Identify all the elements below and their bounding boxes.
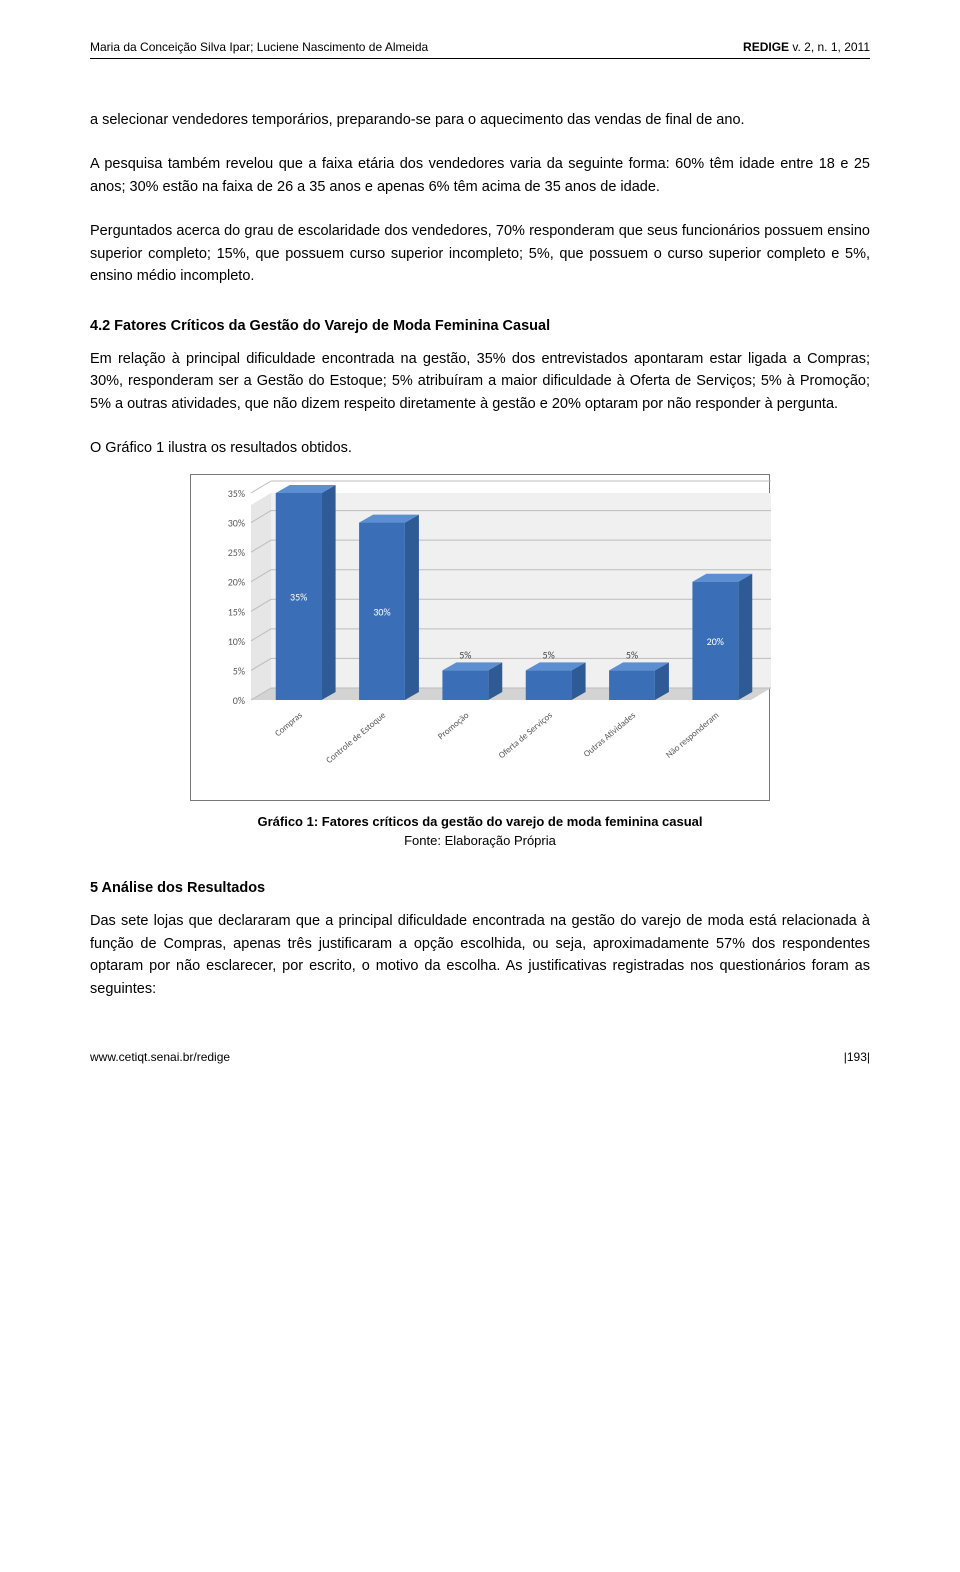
svg-text:10%: 10%	[228, 635, 245, 648]
svg-text:20%: 20%	[228, 575, 245, 588]
svg-text:30%: 30%	[373, 605, 390, 618]
paragraph-1: a selecionar vendedores temporários, pre…	[90, 109, 870, 131]
caption-source: Fonte: Elaboração Própria	[404, 833, 556, 848]
paragraph-4: Em relação à principal dificuldade encon…	[90, 348, 870, 415]
journal-name: REDIGE	[743, 40, 789, 54]
svg-text:5%: 5%	[459, 648, 471, 661]
svg-text:0%: 0%	[233, 694, 245, 707]
svg-text:5%: 5%	[626, 648, 638, 661]
chart-caption: Gráfico 1: Fatores críticos da gestão do…	[190, 813, 770, 851]
page-footer: www.cetiqt.senai.br/redige |193|	[90, 1050, 870, 1064]
svg-text:Promoção: Promoção	[436, 709, 472, 741]
footer-page: |193|	[844, 1050, 870, 1064]
svg-text:35%: 35%	[228, 487, 245, 500]
chart-box: 0% 5% 10% 15% 20% 25% 30% 35% 35% Compras 30% Contr…	[190, 474, 770, 801]
svg-text:15%: 15%	[228, 605, 245, 618]
svg-text:Controle de Estoque: Controle de Estoque	[324, 709, 388, 765]
journal-issue: v. 2, n. 1, 2011	[792, 40, 870, 54]
caption-title: Gráfico 1: Fatores críticos da gestão do…	[257, 814, 702, 829]
svg-text:35%: 35%	[290, 590, 307, 603]
header-authors: Maria da Conceição Silva Ipar; Luciene N…	[90, 40, 428, 54]
header-journal: REDIGE v. 2, n. 1, 2011	[743, 40, 870, 54]
svg-text:Compras: Compras	[273, 709, 305, 738]
footer-url: www.cetiqt.senai.br/redige	[90, 1050, 230, 1064]
section-5-heading: 5 Análise dos Resultados	[90, 880, 870, 896]
svg-text:Oferta de Serviços: Oferta de Serviços	[497, 709, 555, 761]
svg-text:Não responderam: Não responderam	[664, 710, 721, 761]
bar-chart: 0% 5% 10% 15% 20% 25% 30% 35% 35% Compras 30% Contr…	[191, 475, 771, 795]
paragraph-5: O Gráfico 1 ilustra os resultados obtido…	[90, 437, 870, 459]
svg-text:5%: 5%	[233, 664, 245, 677]
page-header: Maria da Conceição Silva Ipar; Luciene N…	[90, 40, 870, 54]
svg-text:30%: 30%	[228, 516, 245, 529]
chart-container: 0% 5% 10% 15% 20% 25% 30% 35% 35% Compras 30% Contr…	[190, 474, 770, 851]
svg-text:5%: 5%	[543, 648, 555, 661]
paragraph-6: Das sete lojas que declararam que a prin…	[90, 910, 870, 1000]
svg-text:20%: 20%	[707, 635, 724, 648]
svg-text:25%: 25%	[228, 546, 245, 559]
paragraph-2: A pesquisa também revelou que a faixa et…	[90, 153, 870, 198]
section-4-2-heading: 4.2 Fatores Críticos da Gestão do Varejo…	[90, 318, 870, 334]
paragraph-3: Perguntados acerca do grau de escolarida…	[90, 220, 870, 287]
svg-text:Outras Atividades: Outras Atividades	[582, 709, 639, 759]
header-rule	[90, 58, 870, 59]
